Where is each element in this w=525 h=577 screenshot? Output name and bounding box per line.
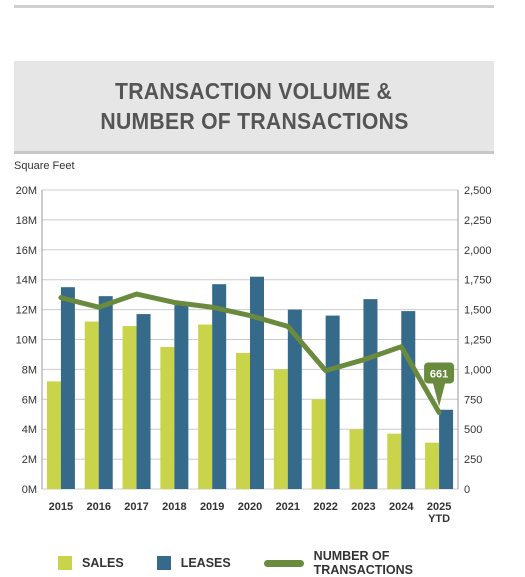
x-tick-label: 2025 [427,501,451,513]
title-panel: TRANSACTION VOLUME & NUMBER OF TRANSACTI… [14,61,494,154]
annotation-bubble [424,362,455,384]
bar-sales [311,399,326,489]
bar-leases [401,311,416,489]
bar-leases [363,299,378,489]
legend-swatch-transactions [263,559,304,567]
y-tick-left: 6M [22,394,37,406]
y-tick-right: 250 [464,454,482,466]
annotation-label: 661 [430,368,448,380]
bar-sales [349,429,364,489]
y-tick-left: 10M [16,335,37,347]
y-tick-left: 16M [16,245,37,257]
bar-leases [212,284,227,489]
x-tick-label: 2024 [389,501,414,513]
legend-label-transactions: NUMBER OF TRANSACTIONS [313,549,413,577]
y-tick-right: 500 [464,424,482,436]
x-tick-label: 2020 [238,501,262,513]
y-tick-left: 20M [16,185,37,197]
bar-leases [439,409,454,489]
bar-leases [98,296,113,489]
legend-swatch-sales [58,556,72,570]
top-divider [14,5,494,8]
x-tick-label: 2019 [200,501,224,513]
y-tick-right: 0 [464,484,470,496]
bar-sales [425,442,440,489]
legend-item-sales: SALES [58,556,124,570]
bar-leases [136,314,151,489]
y-tick-right: 1,250 [464,335,492,347]
x-tick-label: 2015 [49,501,73,513]
chart-legend: SALES LEASES NUMBER OF TRANSACTIONS [58,549,525,577]
y-tick-left: 2M [22,454,37,466]
bar-leases [287,309,302,489]
x-tick-label: YTD [428,513,450,525]
annotation-pointer [433,383,446,407]
chart-canvas: 0M 0 2M 250 4M 500 6M 750 8M 1,000 10M 1,250 12M 1,50… [16,185,492,525]
bar-sales [160,346,175,489]
y-tick-left: 8M [22,364,37,376]
bar-sales [198,324,213,489]
line-transactions [58,291,442,415]
x-tick-label: 2018 [162,501,186,513]
legend-label-sales: SALES [82,556,124,570]
x-tick-label: 2016 [86,501,110,513]
x-tick-label: 2021 [276,501,300,513]
x-tick-label: 2022 [313,501,337,513]
x-tick-label: 2023 [351,501,375,513]
legend-item-leases: LEASES [156,556,231,570]
bar-sales [122,326,137,489]
y-tick-right: 1,000 [464,364,492,376]
y-tick-right: 750 [464,394,482,406]
bar-sales [46,381,61,489]
bar-leases [60,287,75,489]
x-tick-label: 2017 [124,501,148,513]
y-tick-right: 2,250 [464,215,492,227]
y-tick-right: 2,000 [464,245,492,257]
chart-title-line-1: TRANSACTION VOLUME & [115,78,393,104]
y-tick-left: 18M [16,215,37,227]
y-tick-right: 2,500 [464,185,492,197]
bar-sales [236,352,250,489]
y-tick-right: 1,500 [464,305,492,317]
bar-leases [250,276,264,489]
legend-label-leases: LEASES [180,556,231,570]
y-tick-left: 14M [16,275,37,287]
legend-item-transactions: NUMBER OF TRANSACTIONS [263,549,492,577]
chart-title-line-2: NUMBER OF TRANSACTIONS [99,108,409,134]
y-axis-title: Square Feet [14,160,75,172]
y-tick-left: 0M [22,484,37,496]
bar-sales [84,321,99,489]
legend-swatch-leases [156,556,171,570]
bar-sales [387,433,402,489]
y-tick-right: 1,750 [464,275,492,287]
y-tick-left: 4M [22,424,37,436]
bar-leases [325,315,340,489]
bar-sales [273,369,288,489]
y-tick-left: 12M [16,305,37,317]
bar-leases [174,305,189,489]
